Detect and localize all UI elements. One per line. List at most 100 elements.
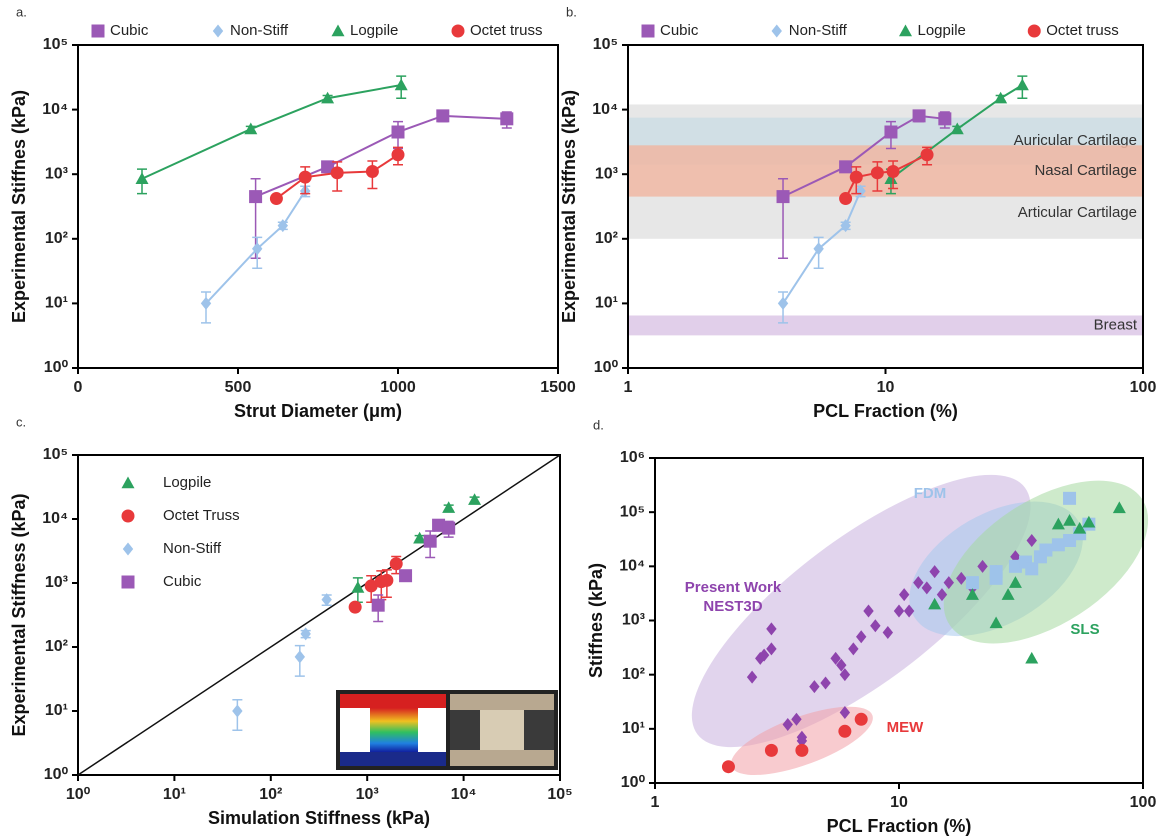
legend-marker [771, 24, 782, 38]
legend-label: Octet truss [1046, 22, 1119, 39]
data-point [830, 651, 841, 665]
legend-marker [91, 24, 105, 38]
data-point [965, 576, 979, 590]
region-label-text: FDM [913, 485, 947, 502]
legend-label: Non-Stiff [163, 540, 222, 557]
data-point [929, 565, 940, 579]
data-point [965, 588, 979, 600]
data-point [244, 122, 258, 135]
data-point [1039, 543, 1053, 557]
legend-marker [122, 542, 134, 556]
x-tick-label: 10⁴ [451, 786, 477, 803]
band [628, 145, 1143, 197]
legend-label: Logpile [918, 22, 966, 39]
x-tick-label: 1 [651, 794, 660, 811]
data-point [886, 165, 900, 179]
data-point [442, 521, 456, 535]
region-label: MEW [886, 719, 924, 736]
data-point [839, 192, 853, 206]
data-point [1063, 491, 1077, 505]
data-point [884, 172, 898, 184]
data-point [300, 627, 311, 641]
data-point [836, 658, 847, 672]
data-point [977, 559, 988, 573]
legend-label: Octet Truss [163, 507, 240, 524]
data-point [903, 604, 915, 618]
data-point [854, 712, 868, 726]
x-tick-label: 100 [1130, 794, 1157, 811]
region-label: FDM [913, 485, 947, 502]
data-point [994, 91, 1008, 104]
data-point [1015, 78, 1029, 91]
x-tick-label: 10² [259, 786, 282, 803]
y-tick-label: 10³ [45, 165, 68, 182]
band-label: Nasal Cartilage [1034, 162, 1137, 179]
y-tick-label: 10¹ [595, 295, 618, 312]
legend-label: Non-Stiff [230, 22, 289, 39]
data-point [721, 760, 735, 774]
data-point [989, 616, 1003, 629]
parity-line [77, 454, 561, 776]
y-tick-label: 10⁴ [592, 101, 618, 118]
data-point [249, 190, 263, 204]
data-point [840, 219, 851, 233]
series-line [205, 190, 307, 305]
data-point [330, 166, 344, 180]
legend-marker [451, 24, 465, 38]
data-point [791, 712, 802, 726]
y-tick-label: 10¹ [622, 720, 645, 737]
data-point [1051, 517, 1065, 530]
data-point [893, 604, 905, 618]
y-tick-label: 10¹ [45, 702, 68, 719]
plot-frame [627, 44, 1144, 369]
y-tick-label: 10⁵ [620, 503, 645, 520]
x-tick-label: 1500 [540, 379, 576, 396]
x-tick-label: 500 [225, 379, 252, 396]
data-point [758, 648, 770, 662]
x-tick-label: 1000 [380, 379, 416, 396]
x-axis-title: Simulation Stiffness (kPa) [208, 808, 430, 828]
data-point [1025, 562, 1039, 576]
data-point [389, 557, 403, 571]
data-point [391, 125, 405, 139]
band-label: Breast [1094, 316, 1138, 333]
y-tick-label: 10⁰ [44, 359, 69, 376]
data-point [813, 242, 824, 256]
data-point [956, 571, 967, 585]
x-tick-label: 10⁰ [66, 786, 91, 803]
data-point [839, 160, 853, 174]
series-line [782, 190, 862, 304]
data-point [849, 170, 863, 184]
data-point [371, 598, 385, 612]
x-axis-title: PCL Fraction (%) [813, 401, 958, 421]
data-point [863, 604, 874, 618]
data-point [298, 170, 312, 184]
data-point [809, 680, 820, 694]
region-label-text: MEW [886, 719, 924, 736]
plot-frame [654, 457, 1144, 784]
data-point [1008, 576, 1022, 588]
data-point [898, 588, 910, 602]
data-point [351, 581, 365, 593]
data-point [1008, 559, 1022, 573]
data-point [500, 112, 514, 126]
inset-image [336, 690, 558, 770]
panel-label: c. [16, 414, 26, 429]
data-point [912, 109, 926, 123]
x-tick-label: 10¹ [163, 786, 186, 803]
panel-label: d. [593, 417, 604, 432]
y-tick-label: 10¹ [45, 295, 68, 312]
data-point [943, 576, 955, 590]
data-point [882, 626, 894, 640]
data-point [870, 166, 884, 180]
data-point [1026, 533, 1037, 547]
data-point [764, 743, 778, 757]
data-point [1112, 501, 1126, 514]
y-tick-label: 10⁴ [619, 558, 645, 575]
data-point [391, 148, 405, 162]
y-tick-label: 10⁴ [42, 510, 68, 527]
data-point [766, 622, 777, 636]
data-point [1001, 588, 1015, 600]
data-point [442, 501, 456, 513]
